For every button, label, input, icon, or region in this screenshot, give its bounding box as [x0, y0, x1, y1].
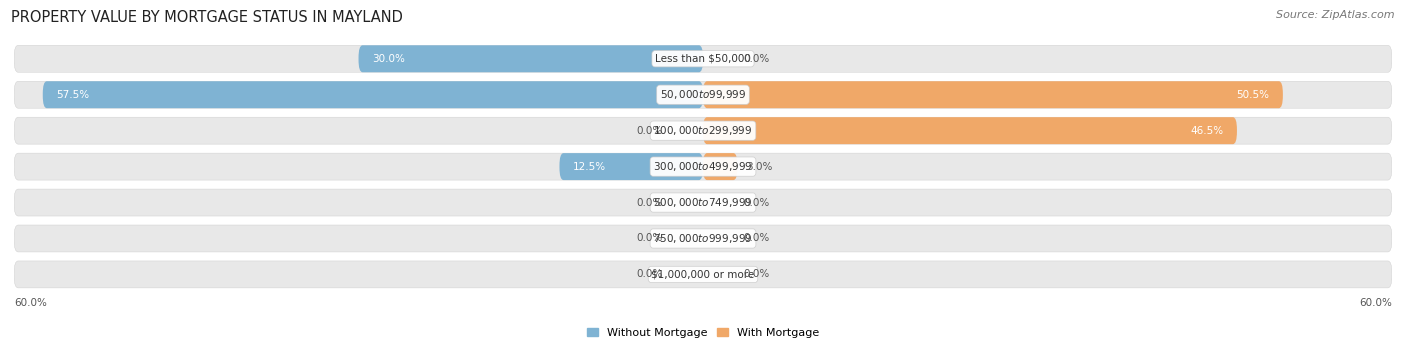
FancyBboxPatch shape — [14, 153, 1392, 180]
FancyBboxPatch shape — [14, 261, 1392, 288]
FancyBboxPatch shape — [560, 153, 703, 180]
Text: $1,000,000 or more: $1,000,000 or more — [651, 269, 755, 279]
Text: 60.0%: 60.0% — [14, 298, 46, 308]
Text: 0.0%: 0.0% — [637, 198, 662, 207]
Text: 0.0%: 0.0% — [744, 198, 769, 207]
Text: $50,000 to $99,999: $50,000 to $99,999 — [659, 88, 747, 101]
FancyBboxPatch shape — [14, 225, 1392, 252]
FancyBboxPatch shape — [14, 117, 1392, 144]
Text: 30.0%: 30.0% — [373, 54, 405, 64]
FancyBboxPatch shape — [703, 117, 1237, 144]
Text: 46.5%: 46.5% — [1189, 126, 1223, 136]
Text: 0.0%: 0.0% — [744, 234, 769, 243]
FancyBboxPatch shape — [14, 81, 1392, 108]
FancyBboxPatch shape — [703, 81, 1282, 108]
Text: Source: ZipAtlas.com: Source: ZipAtlas.com — [1277, 10, 1395, 20]
Text: $500,000 to $749,999: $500,000 to $749,999 — [654, 196, 752, 209]
Text: $100,000 to $299,999: $100,000 to $299,999 — [654, 124, 752, 137]
FancyBboxPatch shape — [42, 81, 703, 108]
Text: Less than $50,000: Less than $50,000 — [655, 54, 751, 64]
Text: 12.5%: 12.5% — [574, 162, 606, 172]
Text: $300,000 to $499,999: $300,000 to $499,999 — [654, 160, 752, 173]
Text: 0.0%: 0.0% — [637, 269, 662, 279]
Text: PROPERTY VALUE BY MORTGAGE STATUS IN MAYLAND: PROPERTY VALUE BY MORTGAGE STATUS IN MAY… — [11, 10, 404, 25]
Text: 50.5%: 50.5% — [1236, 90, 1270, 100]
Text: 3.0%: 3.0% — [747, 162, 773, 172]
Legend: Without Mortgage, With Mortgage: Without Mortgage, With Mortgage — [582, 323, 824, 340]
FancyBboxPatch shape — [703, 153, 738, 180]
FancyBboxPatch shape — [359, 45, 703, 72]
Text: 0.0%: 0.0% — [637, 234, 662, 243]
Text: 0.0%: 0.0% — [744, 269, 769, 279]
Text: 0.0%: 0.0% — [744, 54, 769, 64]
Text: 60.0%: 60.0% — [1360, 298, 1392, 308]
FancyBboxPatch shape — [14, 189, 1392, 216]
Text: 57.5%: 57.5% — [56, 90, 90, 100]
FancyBboxPatch shape — [14, 45, 1392, 72]
Text: 0.0%: 0.0% — [637, 126, 662, 136]
Text: $750,000 to $999,999: $750,000 to $999,999 — [654, 232, 752, 245]
